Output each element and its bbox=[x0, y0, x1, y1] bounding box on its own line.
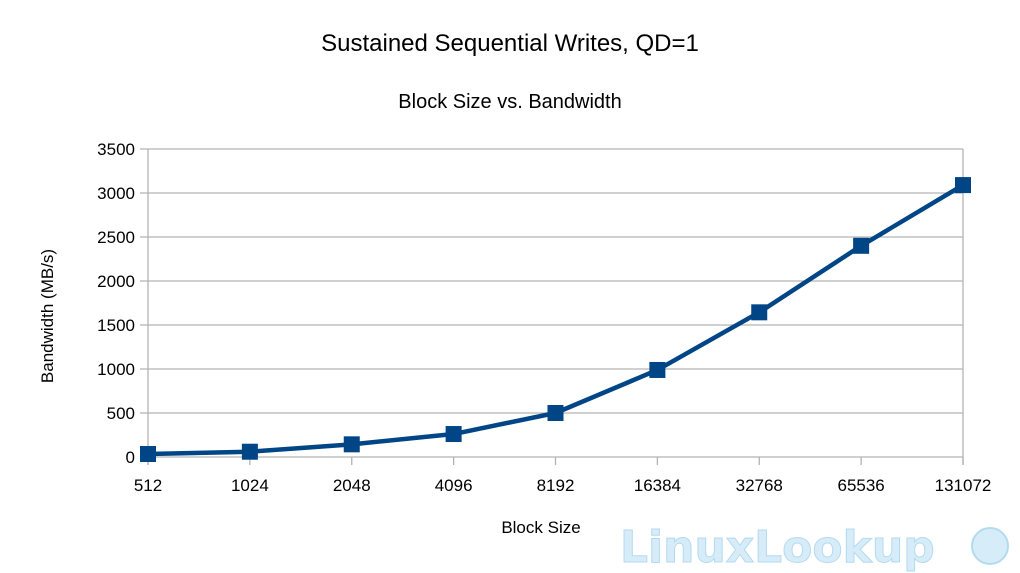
x-tick-label: 65536 bbox=[837, 476, 884, 495]
x-tick-label: 8192 bbox=[537, 476, 575, 495]
data-point-marker bbox=[445, 426, 462, 443]
x-tick-label: 1024 bbox=[231, 476, 269, 495]
y-tick-label: 500 bbox=[107, 404, 135, 423]
data-point-marker bbox=[140, 446, 156, 463]
x-tick-label: 16384 bbox=[634, 476, 681, 495]
data-point-marker bbox=[649, 361, 666, 378]
chart-title: Sustained Sequential Writes, QD=1 bbox=[321, 30, 699, 57]
watermark-text: LinuxLookup bbox=[620, 522, 935, 573]
y-tick-label: 2000 bbox=[97, 272, 135, 291]
y-axis-label: Bandwidth (MB/s) bbox=[38, 249, 57, 383]
chart-subtitle: Block Size vs. Bandwidth bbox=[398, 91, 622, 113]
x-tick-label: 2048 bbox=[333, 476, 371, 495]
data-point-marker bbox=[751, 304, 768, 321]
y-tick-label: 3000 bbox=[97, 184, 135, 203]
y-tick-label: 1500 bbox=[97, 316, 135, 335]
x-tick-label: 32768 bbox=[736, 476, 783, 495]
watermark-logo: LinuxLookup bbox=[620, 522, 1009, 573]
data-point-marker bbox=[241, 443, 258, 460]
data-point-marker bbox=[547, 405, 564, 421]
y-tick-label: 3500 bbox=[97, 140, 135, 159]
y-tick-label: 1000 bbox=[97, 360, 135, 379]
y-tick-label: 0 bbox=[126, 448, 135, 467]
data-point-marker bbox=[343, 436, 360, 453]
x-axis-label: Block Size bbox=[501, 518, 580, 537]
data-point-marker bbox=[853, 237, 870, 254]
x-tick-label: 512 bbox=[134, 476, 162, 495]
x-tick-label: 131072 bbox=[935, 476, 992, 495]
data-point-marker bbox=[955, 177, 971, 194]
watermark-icon bbox=[971, 527, 1009, 565]
x-tick-label: 4096 bbox=[435, 476, 473, 495]
y-tick-label: 2500 bbox=[97, 228, 135, 247]
